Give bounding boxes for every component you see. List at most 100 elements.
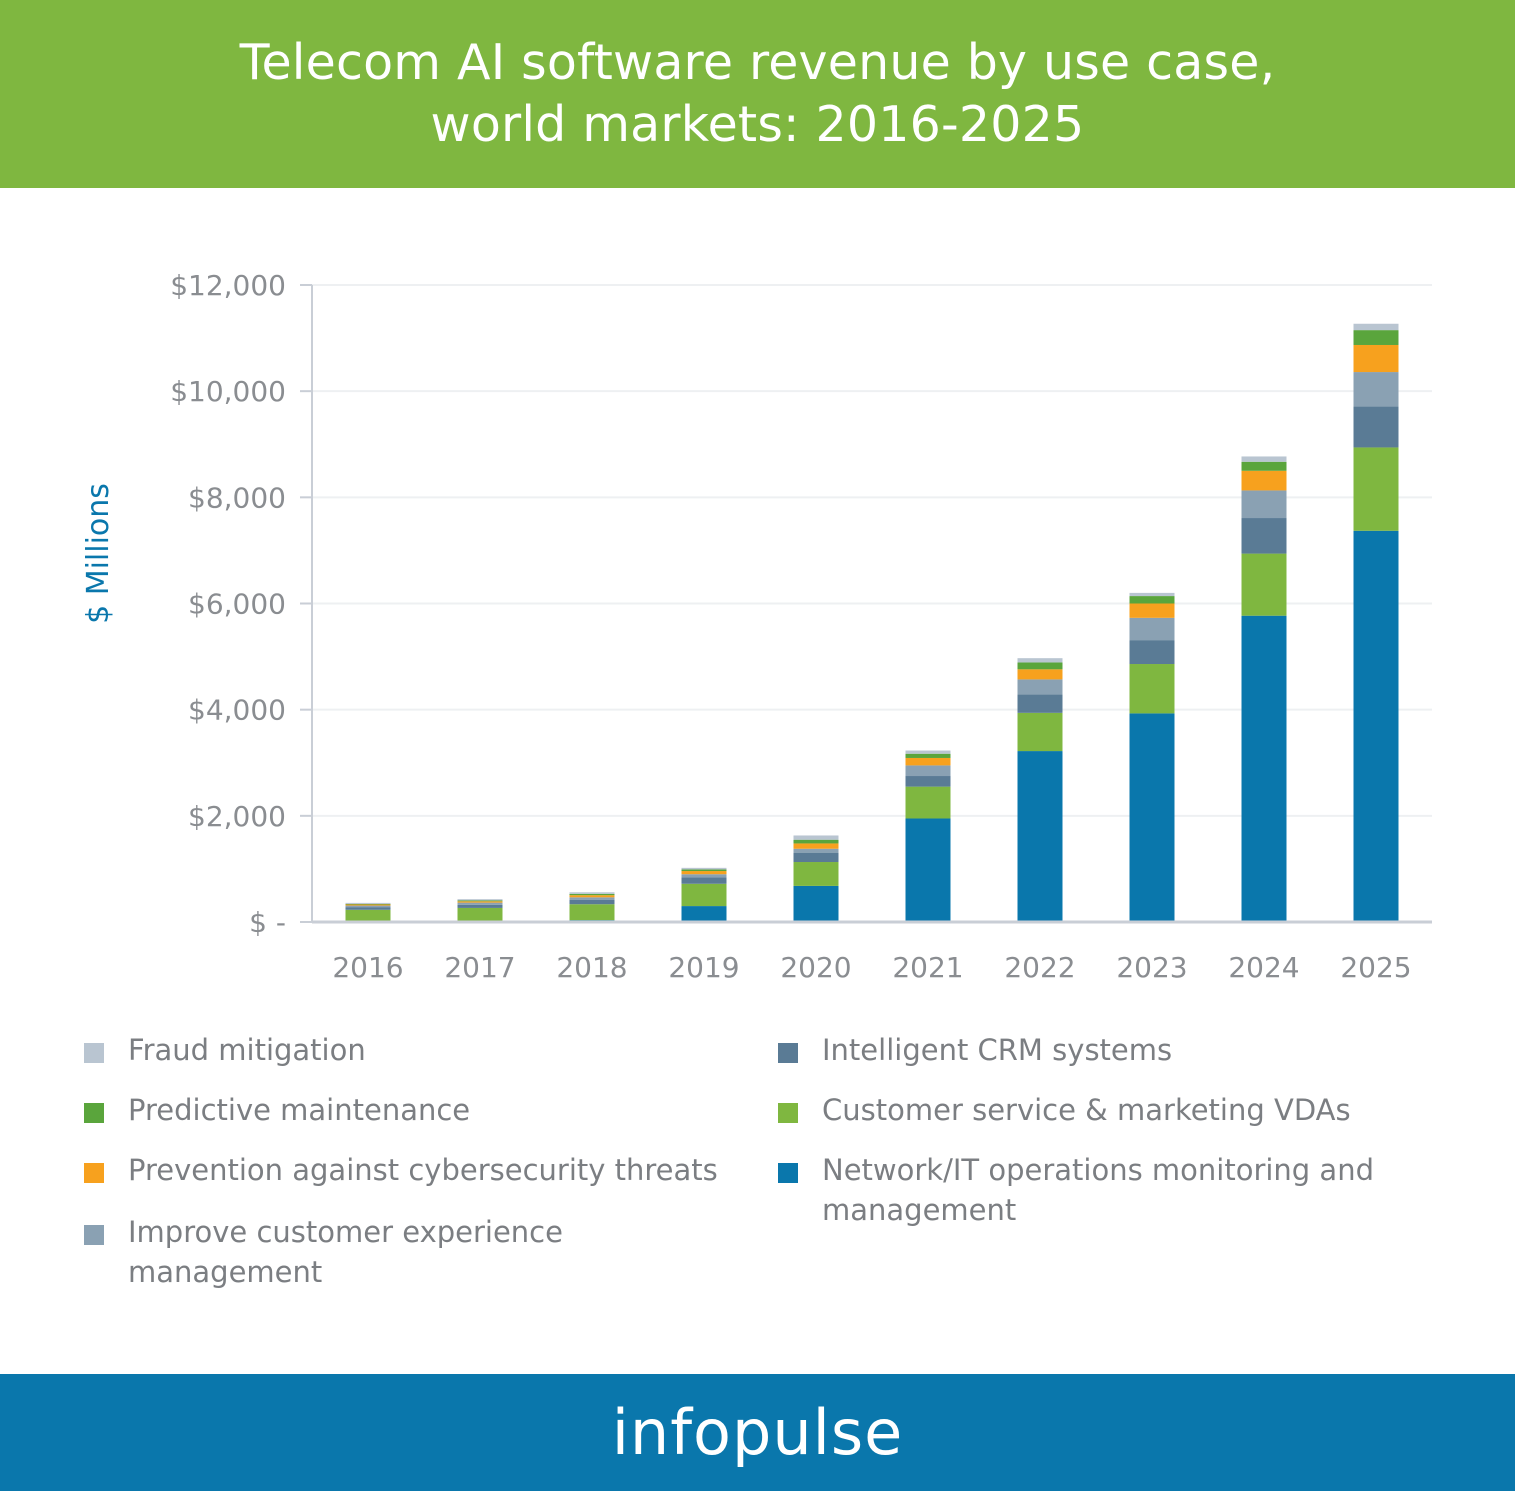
legend-swatch: [84, 1103, 104, 1123]
legend-item-predictive-maintenance: Predictive maintenance: [84, 1090, 470, 1130]
legend-label: Predictive maintenance: [128, 1093, 471, 1127]
bar-segment: [345, 903, 391, 905]
legend-item-customer-experience: Improve customer experience management: [84, 1212, 563, 1292]
legend-item-intelligent-crm: Intelligent CRM systems: [778, 1030, 1172, 1070]
x-tick-label: 2018: [556, 951, 627, 984]
legend-label-line1: Network/IT operations monitoring and: [822, 1153, 1374, 1187]
bar-segment: [681, 877, 727, 884]
x-tick-label: 2022: [1004, 951, 1075, 984]
bar-segment: [457, 901, 503, 903]
chart-title-line1: Telecom AI software revenue by use case,: [239, 34, 1276, 91]
x-tick-label: 2017: [444, 951, 515, 984]
legend-item-customer-service-vdas: Customer service & marketing VDAs: [778, 1090, 1351, 1130]
y-tick-label: $6,000: [188, 588, 286, 621]
bar-segment: [1241, 456, 1287, 462]
bar-segment: [793, 862, 839, 886]
legend-item-fraud-mitigation: Fraud mitigation: [84, 1030, 366, 1070]
legend-label: Prevention against cybersecurity threats: [128, 1153, 718, 1187]
bar-segment: [905, 776, 951, 787]
legend-swatch: [84, 1043, 104, 1063]
bar-segment: [457, 904, 503, 908]
bar-segment: [1241, 615, 1287, 922]
bar-segment: [1241, 461, 1287, 471]
y-axis-label: $ Millions: [81, 483, 116, 624]
y-tick-label: $4,000: [188, 694, 286, 727]
y-tick-label: $ -: [249, 906, 286, 939]
chart-title-line2: world markets: 2016-2025: [430, 96, 1085, 153]
x-tick-label: 2021: [892, 951, 963, 984]
bar-segment: [1353, 344, 1399, 373]
legend-swatch: [778, 1163, 798, 1183]
bar-segment: [1353, 323, 1399, 331]
bar-segment: [1353, 447, 1399, 531]
bar-segment: [1353, 372, 1399, 407]
bar-segment: [1017, 669, 1063, 680]
bar-segment: [681, 867, 727, 870]
bar-segment: [1129, 603, 1175, 618]
bar-segment: [905, 786, 951, 819]
bar-segment: [345, 905, 391, 908]
bar-segment: [1017, 662, 1063, 670]
x-tick-label: 2024: [1228, 951, 1299, 984]
bar-segment: [1017, 712, 1063, 752]
legend-item-network-it-ops: Network/IT operations monitoring and man…: [778, 1150, 1374, 1230]
bar-segment: [457, 907, 503, 921]
legend-swatch: [84, 1225, 104, 1245]
bar-segment: [1353, 406, 1399, 448]
bar-segment: [905, 753, 951, 758]
y-tick-label: $8,000: [188, 481, 286, 514]
legend: Fraud mitigation Predictive maintenance …: [0, 1030, 1515, 1330]
x-tick-label: 2016: [332, 951, 403, 984]
bar-segment: [1017, 751, 1063, 922]
legend-label: Intelligent CRM systems: [822, 1033, 1173, 1067]
legend-label: Fraud mitigation: [128, 1033, 366, 1067]
bar-segment: [1129, 617, 1175, 641]
legend-swatch: [84, 1163, 104, 1183]
x-tick-label: 2020: [780, 951, 851, 984]
bar-segment: [793, 839, 839, 844]
bar-segment: [681, 869, 727, 872]
bar-segment: [569, 904, 615, 921]
legend-label: Network/IT operations monitoring and man…: [822, 1150, 1374, 1230]
legend-label: Improve customer experience management: [128, 1212, 563, 1292]
bar-segment: [457, 902, 503, 905]
bar-segment: [1241, 553, 1287, 616]
bar-segment: [1129, 713, 1175, 922]
bar-segment: [1353, 530, 1399, 922]
bar-segment: [457, 900, 503, 902]
bar-segment: [569, 895, 615, 898]
bar-segment: [457, 899, 503, 901]
y-tick-label: $2,000: [188, 800, 286, 833]
bar-segment: [569, 893, 615, 896]
bar-segment: [905, 818, 951, 922]
bar-segment: [1017, 658, 1063, 663]
legend-swatch: [778, 1103, 798, 1123]
bar-segment: [1129, 596, 1175, 604]
bar-segment: [569, 892, 615, 894]
legend-item-cybersecurity: Prevention against cybersecurity threats: [84, 1150, 718, 1190]
y-tick-label: $10,000: [170, 375, 286, 408]
bar-segment: [905, 757, 951, 766]
legend-label: Customer service & marketing VDAs: [822, 1093, 1351, 1127]
header-banner: Telecom AI software revenue by use case,…: [0, 0, 1515, 188]
stacked-bar-chart: $ - $2,000 $4,000 $6,000 $8,000 $10,000 $12,00…: [81, 269, 1432, 984]
y-tick-label: $12,000: [170, 269, 286, 302]
bar-segment: [1017, 694, 1063, 713]
x-tick-label: 2019: [668, 951, 739, 984]
bar-segment: [905, 750, 951, 754]
legend-label-line2: management: [128, 1255, 323, 1289]
bar-segment: [345, 902, 391, 904]
chart-title: Telecom AI software revenue by use case,…: [240, 32, 1276, 156]
legend-label-line2: management: [822, 1193, 1017, 1227]
bar-segment: [345, 904, 391, 906]
bar-segment: [1129, 640, 1175, 665]
bar-segment: [793, 835, 839, 840]
bar-segment: [1241, 518, 1287, 554]
bar-segment: [793, 852, 839, 863]
chart-area: $ - $2,000 $4,000 $6,000 $8,000 $10,000 $12,00…: [0, 188, 1515, 1008]
bar-segment: [345, 907, 391, 910]
bar-segment: [1241, 470, 1287, 491]
bar-segment: [681, 871, 727, 875]
x-tick-label: 2023: [1116, 951, 1187, 984]
bar-segment: [1129, 592, 1175, 597]
